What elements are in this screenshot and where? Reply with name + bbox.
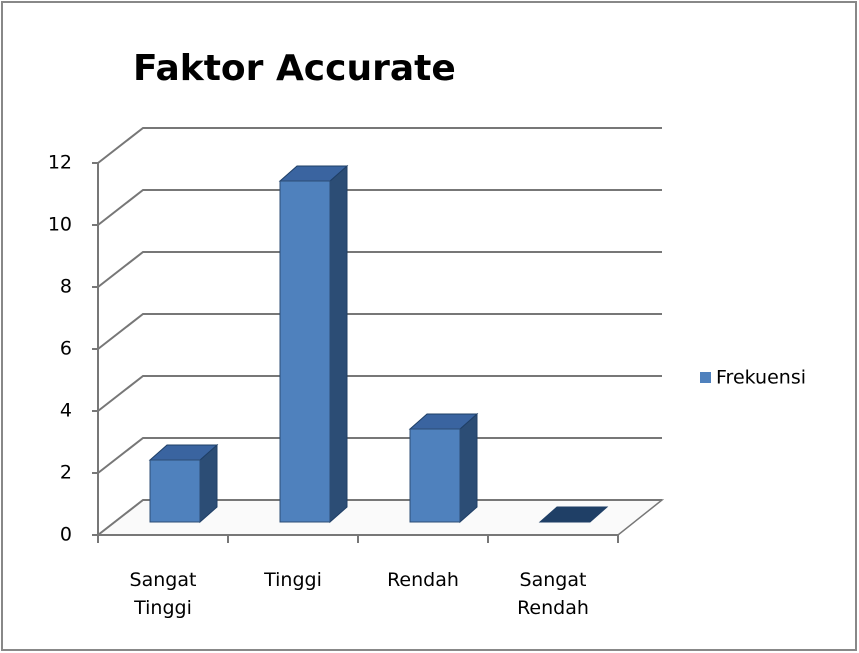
bar: [408, 412, 479, 524]
y-tick-label: 6: [60, 338, 72, 360]
bar-front: [279, 180, 331, 523]
bar-side: [329, 164, 348, 524]
x-tick-label: Tinggi: [264, 569, 322, 591]
grid-line: [97, 127, 662, 164]
y-tick-label: 8: [60, 276, 72, 298]
grid-line: [97, 251, 662, 288]
legend-swatch: [700, 372, 711, 383]
grid-line: [97, 189, 662, 226]
grid-line: [97, 313, 662, 350]
bar: [148, 443, 219, 524]
chart-title: Faktor Accurate: [133, 48, 456, 89]
bar: [538, 506, 609, 523]
y-tick-label: 12: [48, 152, 72, 174]
legend-label: Frekuensi: [716, 367, 806, 389]
grid-line: [97, 375, 662, 412]
x-tick-label: Rendah: [387, 569, 459, 591]
y-tick-label: 4: [60, 400, 72, 422]
x-tick-label: Sangat Tinggi: [129, 569, 197, 619]
bar-front: [149, 459, 201, 523]
grid-line: [97, 437, 662, 474]
y-tick-label: 0: [60, 524, 72, 546]
bar-top: [538, 506, 609, 523]
y-tick-label: 2: [60, 462, 72, 484]
grid-line: [97, 499, 662, 536]
y-tick-label: 10: [48, 214, 72, 236]
bar-front: [409, 428, 461, 523]
bar-side: [459, 412, 478, 524]
x-tick-label: Sangat Rendah: [517, 569, 589, 619]
bar: [278, 164, 349, 524]
